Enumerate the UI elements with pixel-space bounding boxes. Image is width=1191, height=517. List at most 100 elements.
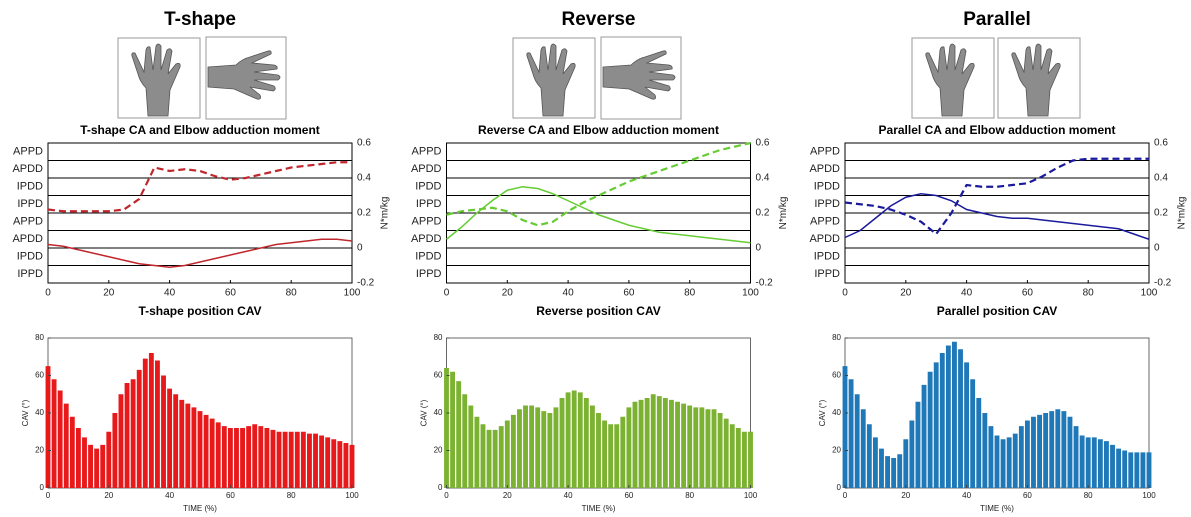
y-category-label: IPDD	[17, 181, 43, 193]
x-tick-label: 60	[623, 288, 635, 299]
bar	[1074, 426, 1079, 488]
bar	[493, 430, 498, 488]
x-tick-label: 80	[1083, 288, 1095, 299]
y-category-label: APPD	[13, 216, 43, 228]
y-tick-label: 60	[35, 371, 44, 380]
bar	[191, 407, 196, 488]
y-category-label: APDD	[411, 233, 442, 245]
bar	[149, 353, 154, 488]
x-tick-label: 40	[563, 288, 575, 299]
bar	[1068, 417, 1073, 488]
bar	[693, 407, 698, 488]
x-tick-label: 80	[286, 288, 298, 299]
y-category-label: APDD	[411, 163, 442, 175]
y2-tick-label: 0.2	[357, 208, 371, 219]
bar	[608, 424, 613, 488]
bar	[1007, 437, 1012, 488]
bar	[970, 379, 975, 488]
bar	[578, 392, 583, 488]
chart-title: Reverse CA and Elbow adduction moment	[478, 123, 719, 137]
y-category-label: APPD	[412, 146, 442, 158]
bar	[1110, 445, 1115, 488]
x-tick-label: 20	[901, 491, 910, 500]
series-line	[48, 239, 352, 267]
bar	[976, 398, 981, 488]
x-tick-label: 100	[345, 491, 359, 500]
bar	[1140, 452, 1145, 488]
bar	[584, 398, 589, 488]
y2-tick-label: 0.6	[1154, 138, 1168, 149]
bar	[928, 372, 933, 488]
bar	[1147, 452, 1152, 488]
bar	[651, 394, 656, 488]
bar	[1128, 452, 1133, 488]
bar	[675, 402, 680, 488]
bar	[687, 406, 692, 489]
bar	[517, 409, 522, 488]
y2-tick-label: 0.2	[756, 208, 770, 219]
bar	[283, 432, 288, 488]
bar	[1049, 411, 1054, 488]
bar	[712, 409, 717, 488]
chart-title: Parallel position CAV	[937, 304, 1057, 318]
x-tick-label: 20	[502, 288, 514, 299]
y2-tick-label: 0.4	[1154, 173, 1168, 184]
bar	[216, 422, 221, 488]
x-tick-label: 0	[842, 288, 848, 299]
bar	[891, 458, 896, 488]
y-tick-label: 60	[434, 371, 443, 380]
x-tick-label: 60	[624, 491, 633, 500]
x-tick-label: 40	[165, 491, 174, 500]
y-category-label: APPD	[412, 216, 442, 228]
bar	[620, 417, 625, 488]
series-line	[48, 162, 352, 211]
heading: Reverse	[562, 9, 636, 30]
bar	[1019, 426, 1024, 488]
y2-tick-label: -0.2	[357, 278, 375, 289]
bar	[173, 394, 178, 488]
y2-tick-label: -0.2	[1154, 278, 1172, 289]
bar	[718, 413, 723, 488]
y-category-label: IPDD	[814, 181, 840, 193]
bar	[52, 379, 57, 488]
y-tick-label: 0	[837, 483, 842, 492]
bar	[82, 437, 87, 488]
bar	[499, 426, 504, 488]
bar	[58, 391, 63, 489]
y-category-label: IPPD	[17, 198, 43, 210]
bar	[602, 421, 607, 489]
bar	[456, 381, 461, 488]
bar	[1122, 451, 1127, 489]
bar	[897, 454, 902, 488]
bar	[76, 428, 81, 488]
y-category-label: IPPD	[416, 268, 442, 280]
bar	[861, 409, 866, 488]
y2-tick-label: 0	[357, 243, 363, 254]
y-category-label: APDD	[12, 233, 43, 245]
bar	[1037, 415, 1042, 488]
y2-tick-label: 0.4	[756, 173, 770, 184]
x-axis-label: TIME (%)	[582, 504, 616, 513]
bar	[307, 434, 312, 488]
bar	[240, 428, 245, 488]
bar	[46, 366, 51, 488]
bar	[505, 421, 510, 489]
bar	[1098, 439, 1103, 488]
bar	[474, 417, 479, 488]
y-tick-label: 40	[35, 408, 44, 417]
bar	[572, 391, 577, 489]
bar	[879, 449, 884, 488]
bar	[343, 443, 348, 488]
y-category-label: IPDD	[17, 251, 43, 263]
x-tick-label: 100	[344, 288, 361, 299]
bar	[873, 437, 878, 488]
y-tick-label: 40	[832, 408, 841, 417]
bar	[940, 353, 945, 488]
y-category-label: IPDD	[415, 251, 441, 263]
bar	[964, 362, 969, 488]
bar	[934, 362, 939, 488]
bar	[487, 430, 492, 488]
x-tick-label: 100	[1142, 491, 1156, 500]
bar	[277, 432, 282, 488]
x-tick-label: 20	[900, 288, 912, 299]
